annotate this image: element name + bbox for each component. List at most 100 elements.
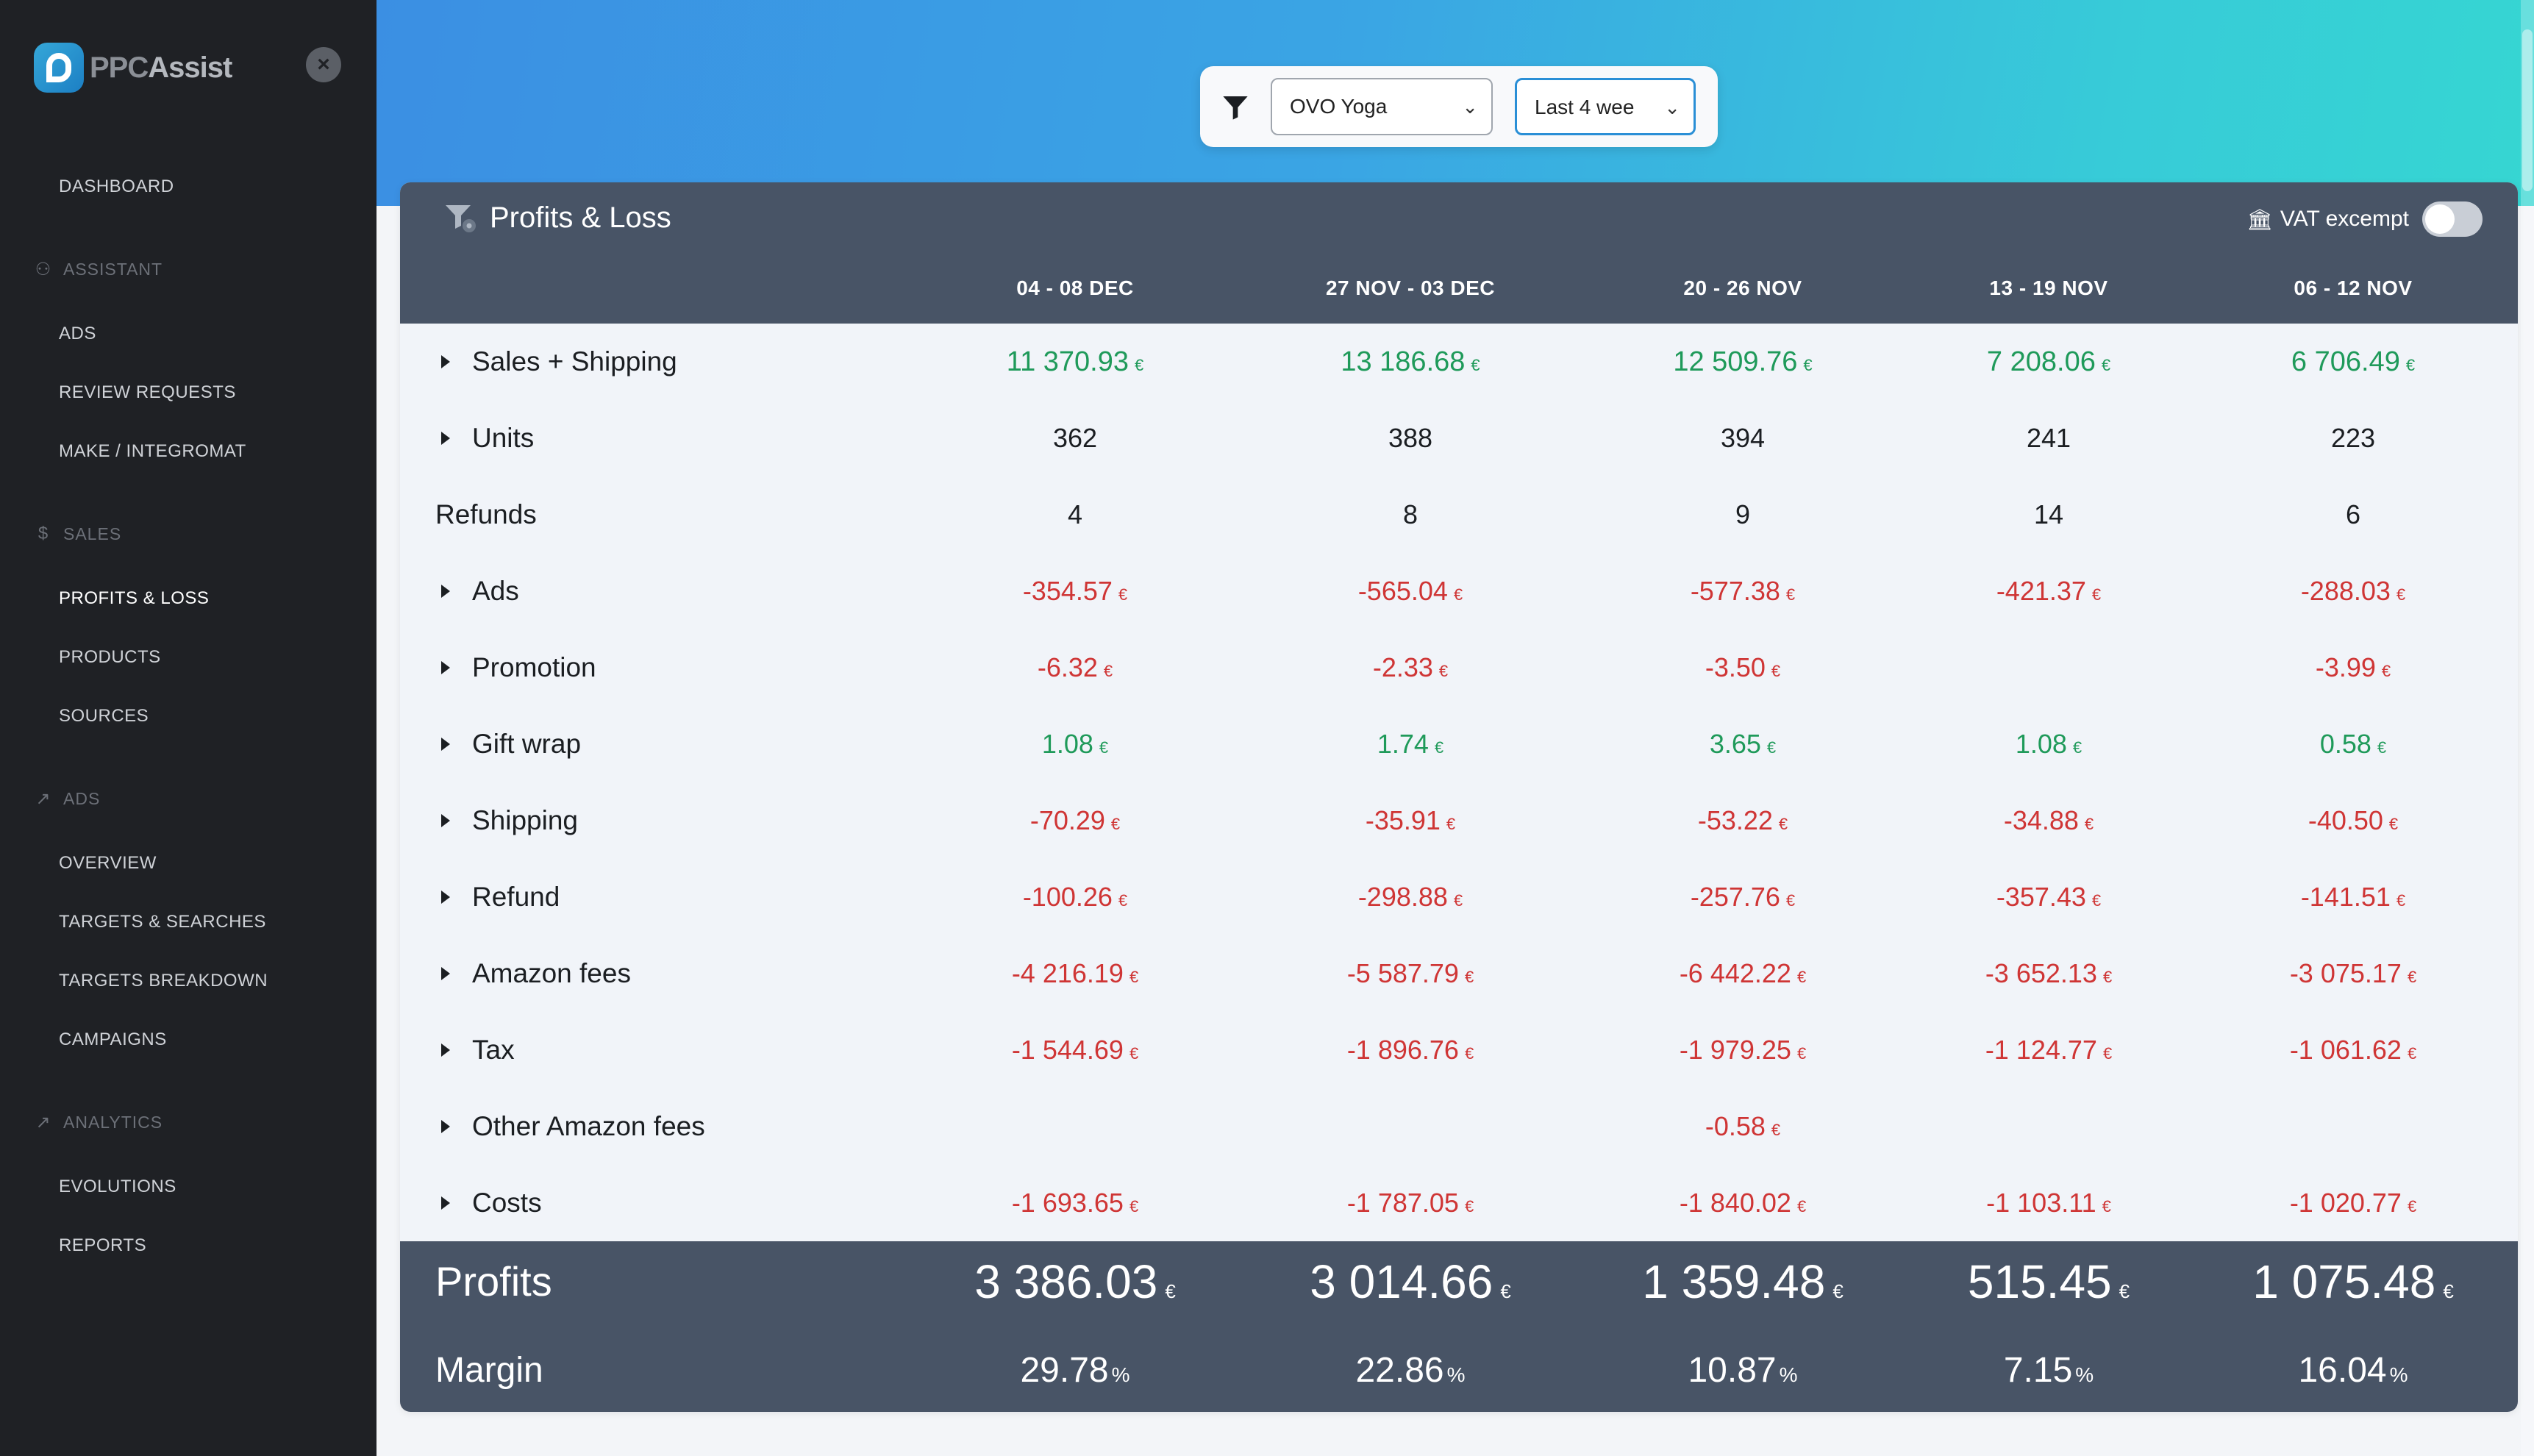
sidebar-item-targets-breakdown[interactable]: TARGETS BREAKDOWN bbox=[59, 971, 268, 991]
scroll-thumb[interactable] bbox=[2522, 29, 2533, 191]
page-scrollbar[interactable] bbox=[2521, 0, 2534, 1456]
row-label[interactable]: Amazon fees bbox=[435, 935, 631, 1012]
profits-label: Profits bbox=[435, 1258, 552, 1305]
sidebar-item-targets-searches[interactable]: TARGETS & SEARCHES bbox=[59, 912, 266, 932]
caret-right-icon[interactable] bbox=[441, 1043, 450, 1057]
sidebar-item-dashboard[interactable]: DASHBOARD bbox=[59, 176, 174, 196]
row-label[interactable]: Refund bbox=[435, 859, 560, 935]
sidebar-item-review-requests[interactable]: REVIEW REQUESTS bbox=[59, 382, 236, 402]
caret-right-icon[interactable] bbox=[441, 967, 450, 980]
table-row[interactable]: Ads -354.57 € -565.04 € -577.38 € -421.37 € -288.… bbox=[400, 553, 2518, 629]
sidebar: PPCAssist × DASHBOARD ⚇ ASSISTANT ADS REVIEW… bbox=[0, 0, 376, 1456]
row-label[interactable]: Promotion bbox=[435, 629, 596, 706]
row-label[interactable]: Sales + Shipping bbox=[435, 324, 677, 400]
table-cell: -35.91 € bbox=[1366, 782, 1455, 859]
table-cell: -577.38 € bbox=[1691, 553, 1795, 629]
row-label[interactable]: Ads bbox=[435, 553, 519, 629]
cell-value: 7 208.06 bbox=[1986, 346, 2096, 377]
margin-label: Margin bbox=[435, 1351, 543, 1390]
currency-symbol: € bbox=[1434, 738, 1444, 757]
sidebar-item-reports[interactable]: REPORTS bbox=[59, 1235, 147, 1255]
row-label-text: Ads bbox=[472, 576, 519, 606]
vat-exempt-toggle[interactable] bbox=[2422, 201, 2483, 237]
profit-amount: 3 386.03 bbox=[974, 1255, 1158, 1308]
table-cell: -100.26 € bbox=[1023, 859, 1127, 935]
cell-value: -1 787.05 bbox=[1346, 1188, 1459, 1218]
table-cell: -3 075.17 € bbox=[2290, 935, 2416, 1012]
sidebar-item-overview[interactable]: OVERVIEW bbox=[59, 853, 157, 873]
table-cell: -3 652.13 € bbox=[1985, 935, 2112, 1012]
row-label[interactable]: Other Amazon fees bbox=[435, 1088, 705, 1165]
table-header: Profits & Loss 🏛 VAT excempt 04 - 08 DEC… bbox=[400, 182, 2518, 324]
row-label[interactable]: Shipping bbox=[435, 782, 578, 859]
nav-section-label: ASSISTANT bbox=[63, 260, 163, 279]
cell-value: -1 979.25 bbox=[1679, 1035, 1791, 1065]
table-row[interactable]: Amazon fees -4 216.19 € -5 587.79 € -6 442.22… bbox=[400, 935, 2518, 1012]
row-label[interactable]: Tax bbox=[435, 1012, 515, 1088]
caret-right-icon[interactable] bbox=[441, 738, 450, 751]
table-cell: 394 bbox=[1721, 400, 1765, 477]
caret-right-icon[interactable] bbox=[441, 1120, 450, 1133]
account-select[interactable]: OVO Yoga ⌄ bbox=[1271, 78, 1493, 135]
cell-value: -6.32 bbox=[1037, 652, 1098, 682]
caret-right-icon[interactable] bbox=[441, 814, 450, 827]
table-cell: 6 bbox=[2346, 477, 2360, 553]
table-cell: -1 061.62 € bbox=[2290, 1012, 2416, 1088]
currency-symbol: € bbox=[2102, 1044, 2113, 1063]
caret-right-icon[interactable] bbox=[441, 585, 450, 598]
table-row[interactable]: Units 362 388 394 241 223 bbox=[400, 400, 2518, 477]
period-select[interactable]: Last 4 wee ⌄ bbox=[1515, 78, 1696, 135]
caret-right-icon[interactable] bbox=[441, 355, 450, 368]
table-row[interactable]: Sales + Shipping 11 370.93 €13 186.68 €12 5… bbox=[400, 324, 2518, 400]
table-row[interactable]: Shipping -70.29 € -35.91 € -53.22 € -34.88 € -40.… bbox=[400, 782, 2518, 859]
cell-value: -1 896.76 bbox=[1346, 1035, 1459, 1065]
cell-value: -3.99 bbox=[2315, 652, 2376, 682]
row-label[interactable]: Gift wrap bbox=[435, 706, 581, 782]
sidebar-item-ads[interactable]: ADS bbox=[59, 324, 96, 343]
cell-value: 388 bbox=[1388, 423, 1433, 453]
currency-symbol: € bbox=[1832, 1280, 1844, 1302]
row-label-text: Shipping bbox=[472, 805, 579, 835]
caret-right-icon[interactable] bbox=[441, 432, 450, 445]
nav-section-analytics: ↗ ANALYTICS bbox=[34, 1112, 163, 1133]
cell-value: -2.33 bbox=[1372, 652, 1433, 682]
sidebar-item-products[interactable]: PRODUCTS bbox=[59, 647, 161, 667]
row-label[interactable]: Units bbox=[435, 400, 534, 477]
logo[interactable]: PPCAssist bbox=[34, 43, 232, 93]
cell-value: 11 370.93 bbox=[1006, 346, 1129, 377]
row-label[interactable]: Costs bbox=[435, 1165, 542, 1241]
sidebar-item-profits-loss[interactable]: PROFITS & LOSS bbox=[59, 588, 210, 608]
currency-symbol: € bbox=[2407, 1197, 2417, 1216]
totals-footer: Profits Margin 3 386.03 €3 014.66 €1 359.48 €… bbox=[400, 1241, 2518, 1412]
cell-value: -5 587.79 bbox=[1346, 958, 1459, 988]
row-label-text: Gift wrap bbox=[472, 729, 582, 759]
chart-icon: ↗ bbox=[35, 1113, 51, 1132]
cell-value: -1 124.77 bbox=[1985, 1035, 2097, 1065]
row-label-text: Sales + Shipping bbox=[472, 346, 677, 377]
sidebar-item-make-integromat[interactable]: MAKE / INTEGROMAT bbox=[59, 441, 246, 461]
table-row[interactable]: Promotion -6.32 € -2.33 € -3.50 € -3.99 € bbox=[400, 629, 2518, 706]
cell-value: -354.57 bbox=[1022, 576, 1113, 606]
sidebar-item-campaigns[interactable]: CAMPAIGNS bbox=[59, 1029, 167, 1049]
cell-value: 3.65 bbox=[1709, 729, 1761, 759]
close-sidebar-button[interactable]: × bbox=[306, 47, 341, 82]
card-title: Profits & Loss bbox=[444, 201, 671, 235]
cell-value: -100.26 bbox=[1022, 882, 1113, 912]
sidebar-item-evolutions[interactable]: EVOLUTIONS bbox=[59, 1177, 176, 1196]
caret-right-icon[interactable] bbox=[441, 661, 450, 674]
table-row[interactable]: Other Amazon fees -0.58 € bbox=[400, 1088, 2518, 1165]
table-row[interactable]: Gift wrap 1.08 €1.74 €3.65 €1.08 €0.58 € bbox=[400, 706, 2518, 782]
currency-symbol: € bbox=[2388, 815, 2399, 833]
table-row[interactable]: Refund -100.26 € -298.88 € -257.76 € -357.43 € -1… bbox=[400, 859, 2518, 935]
currency-symbol: € bbox=[1771, 1121, 1781, 1139]
profits-loss-card: Profits & Loss 🏛 VAT excempt 04 - 08 DEC… bbox=[400, 182, 2518, 1412]
cell-value: 6 bbox=[2345, 499, 2361, 529]
caret-right-icon[interactable] bbox=[441, 1196, 450, 1210]
sidebar-item-sources[interactable]: SOURCES bbox=[59, 706, 149, 726]
nav-section-assistant: ⚇ ASSISTANT bbox=[34, 259, 163, 280]
table-row[interactable]: Tax -1 544.69 € -1 896.76 € -1 979.25 € -1 124.… bbox=[400, 1012, 2518, 1088]
currency-symbol: € bbox=[1099, 738, 1109, 757]
caret-right-icon[interactable] bbox=[441, 891, 450, 904]
table-row[interactable]: Costs -1 693.65 € -1 787.05 € -1 840.02 € -1 10… bbox=[400, 1165, 2518, 1241]
currency-symbol: € bbox=[1778, 815, 1788, 833]
